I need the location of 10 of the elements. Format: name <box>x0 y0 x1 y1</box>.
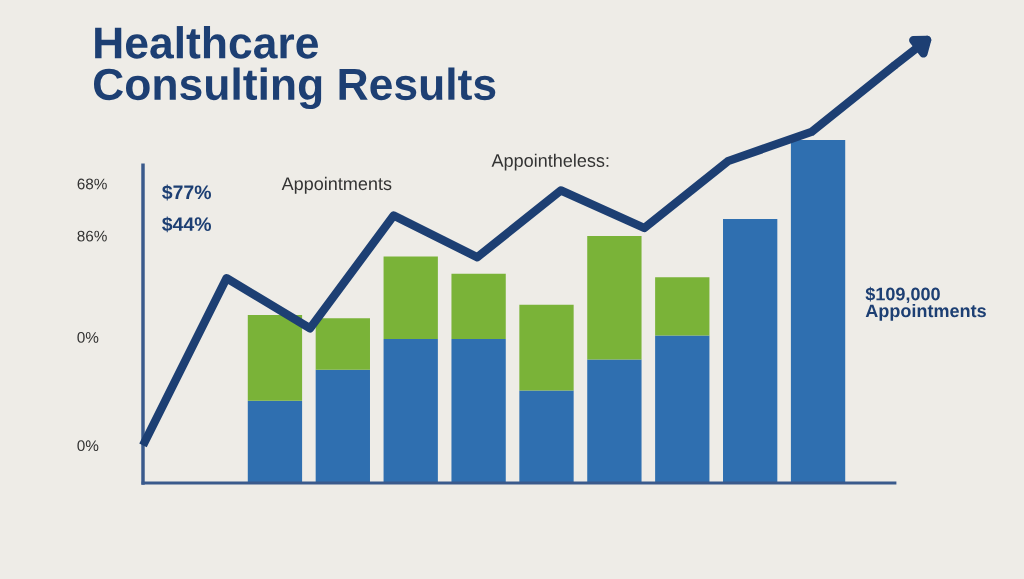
annotation: $109,000 Appointments <box>865 286 986 321</box>
text: 0% <box>77 332 99 343</box>
text: 86% <box>77 230 107 242</box>
text: 0% <box>77 440 99 452</box>
text: 68% <box>77 178 107 190</box>
chart-title: Healthcare Consulting Results <box>93 26 496 110</box>
annotation: Appointments <box>281 176 392 194</box>
annotation: $77% <box>162 184 212 201</box>
annotation: $44% <box>162 216 212 233</box>
annotation: Appointheless: <box>491 153 609 171</box>
